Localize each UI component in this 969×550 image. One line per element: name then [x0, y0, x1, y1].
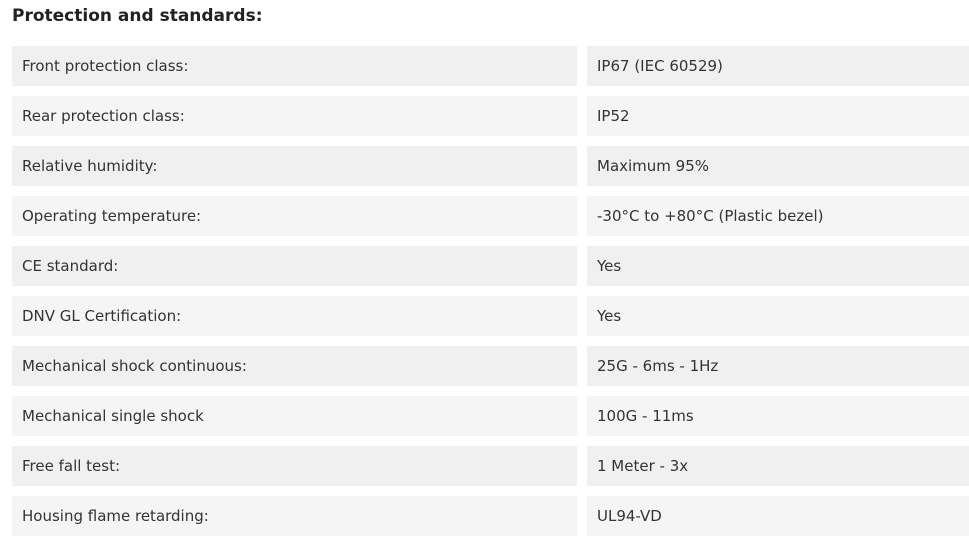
- table-row: DNV GL Certification: Yes: [12, 296, 969, 336]
- table-row: Housing flame retarding: UL94-VD: [12, 496, 969, 536]
- spec-label: Mechanical shock continuous:: [12, 346, 577, 386]
- table-row: Front protection class: IP67 (IEC 60529): [12, 46, 969, 86]
- table-row: Mechanical single shock 100G - 11ms: [12, 396, 969, 436]
- table-row: Rear protection class: IP52: [12, 96, 969, 136]
- table-row: Mechanical shock continuous: 25G - 6ms - …: [12, 346, 969, 386]
- table-row: Operating temperature: -30°C to +80°C (Pl…: [12, 196, 969, 236]
- table-row: CE standard: Yes: [12, 246, 969, 286]
- spec-label: Front protection class:: [12, 46, 577, 86]
- spec-value: 25G - 6ms - 1Hz: [587, 346, 969, 386]
- spec-value: Yes: [587, 246, 969, 286]
- spec-label: Mechanical single shock: [12, 396, 577, 436]
- spec-label: Rear protection class:: [12, 96, 577, 136]
- spec-value: Maximum 95%: [587, 146, 969, 186]
- spec-value: -30°C to +80°C (Plastic bezel): [587, 196, 969, 236]
- spec-value: Yes: [587, 296, 969, 336]
- spec-value: UL94-VD: [587, 496, 969, 536]
- spec-label: Relative humidity:: [12, 146, 577, 186]
- table-row: Free fall test: 1 Meter - 3x: [12, 446, 969, 486]
- spec-value: IP67 (IEC 60529): [587, 46, 969, 86]
- spec-label: DNV GL Certification:: [12, 296, 577, 336]
- table-row: Relative humidity: Maximum 95%: [12, 146, 969, 186]
- section-title: Protection and standards:: [12, 6, 263, 26]
- spec-label: Free fall test:: [12, 446, 577, 486]
- spec-value: IP52: [587, 96, 969, 136]
- spec-value: 100G - 11ms: [587, 396, 969, 436]
- spec-label: Operating temperature:: [12, 196, 577, 236]
- spec-value: 1 Meter - 3x: [587, 446, 969, 486]
- spec-label: CE standard:: [12, 246, 577, 286]
- spec-table: Front protection class: IP67 (IEC 60529) R…: [12, 46, 969, 546]
- spec-label: Housing flame retarding:: [12, 496, 577, 536]
